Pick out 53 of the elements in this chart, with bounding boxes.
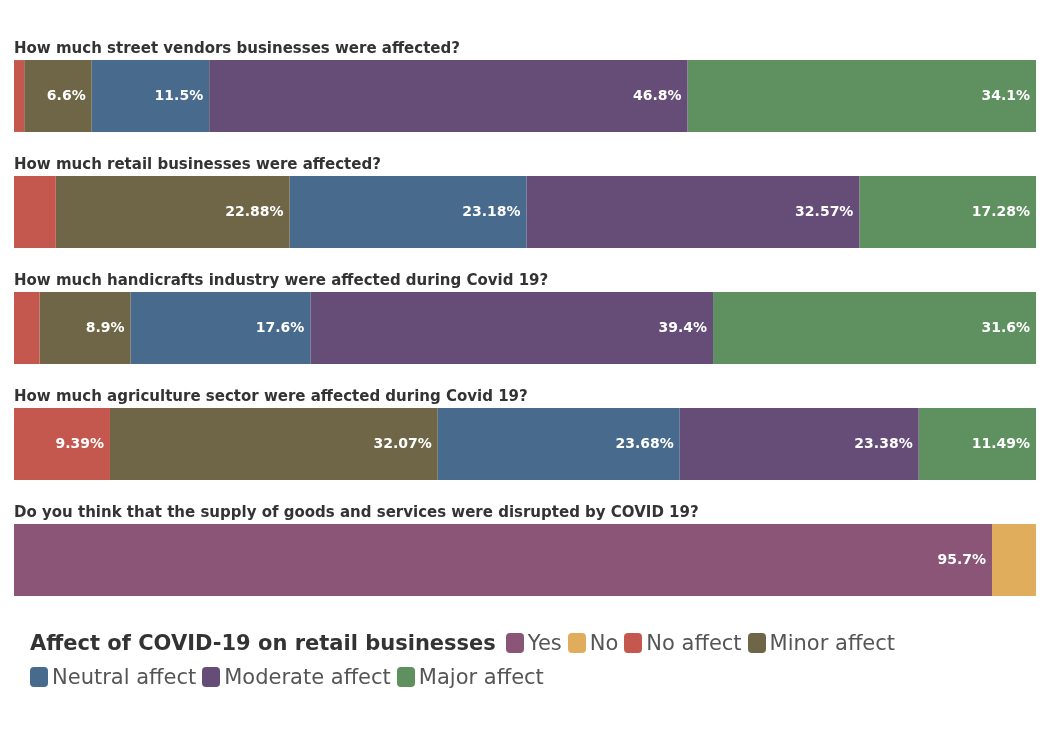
bar	[14, 176, 56, 248]
data-label: 31.6%	[981, 318, 1030, 335]
y-tick-label: Do you think that the supply of goods and services were disrupted by COVID 19?	[14, 503, 699, 522]
data-label: 46.8%	[632, 86, 682, 103]
data-label: 34.1%	[981, 86, 1030, 103]
bar	[39, 292, 131, 364]
data-label: 39.4%	[658, 318, 708, 335]
legend-label: Yes	[526, 631, 562, 655]
data-label: 6.6%	[46, 86, 86, 103]
legend-label: No	[588, 631, 619, 655]
y-tick-label: How much retail businesses were affected?	[14, 155, 381, 174]
bar	[918, 408, 1036, 480]
bar	[992, 524, 1036, 596]
data-label: 11.5%	[154, 86, 204, 103]
bar	[130, 292, 311, 364]
bar	[310, 292, 714, 364]
bar	[289, 176, 527, 248]
data-label: 17.28%	[971, 202, 1030, 219]
data-label: 23.68%	[615, 434, 674, 451]
bar	[209, 60, 688, 132]
bar	[437, 408, 680, 480]
bar	[14, 524, 993, 596]
bar	[526, 176, 860, 248]
bar	[14, 292, 40, 364]
bar	[14, 60, 25, 132]
data-label: 95.7%	[937, 550, 987, 567]
data-label: 23.18%	[462, 202, 521, 219]
legend-title: Affect of COVID-19 on retail businesses	[30, 631, 496, 655]
bar	[55, 176, 290, 248]
bar	[859, 176, 1036, 248]
legend-label: Minor affect	[768, 631, 896, 655]
bar	[24, 60, 92, 132]
bar	[109, 408, 438, 480]
data-label: 22.88%	[225, 202, 284, 219]
bar	[91, 60, 210, 132]
bar	[713, 292, 1036, 364]
bar	[687, 60, 1036, 132]
legend-label: Major affect	[417, 665, 544, 689]
data-label: 32.57%	[795, 202, 854, 219]
data-label: 32.07%	[373, 434, 432, 451]
data-label: 8.9%	[85, 318, 125, 335]
data-label: 23.38%	[854, 434, 913, 451]
data-label: 9.39%	[55, 434, 104, 451]
y-tick-label: How much handicrafts industry were affected during Covid 19?	[14, 271, 549, 290]
data-label: 11.49%	[971, 434, 1031, 451]
bar	[679, 408, 919, 480]
legend-label: No affect	[645, 631, 742, 655]
y-tick-label: How much agriculture sector were affected during Covid 19?	[14, 387, 528, 406]
legend-label: Moderate affect	[223, 665, 391, 689]
data-label: 17.6%	[255, 318, 305, 335]
legend-label: Neutral affect	[51, 665, 197, 689]
bar	[14, 408, 110, 480]
y-tick-label: How much street vendors businesses were affected?	[14, 39, 460, 58]
